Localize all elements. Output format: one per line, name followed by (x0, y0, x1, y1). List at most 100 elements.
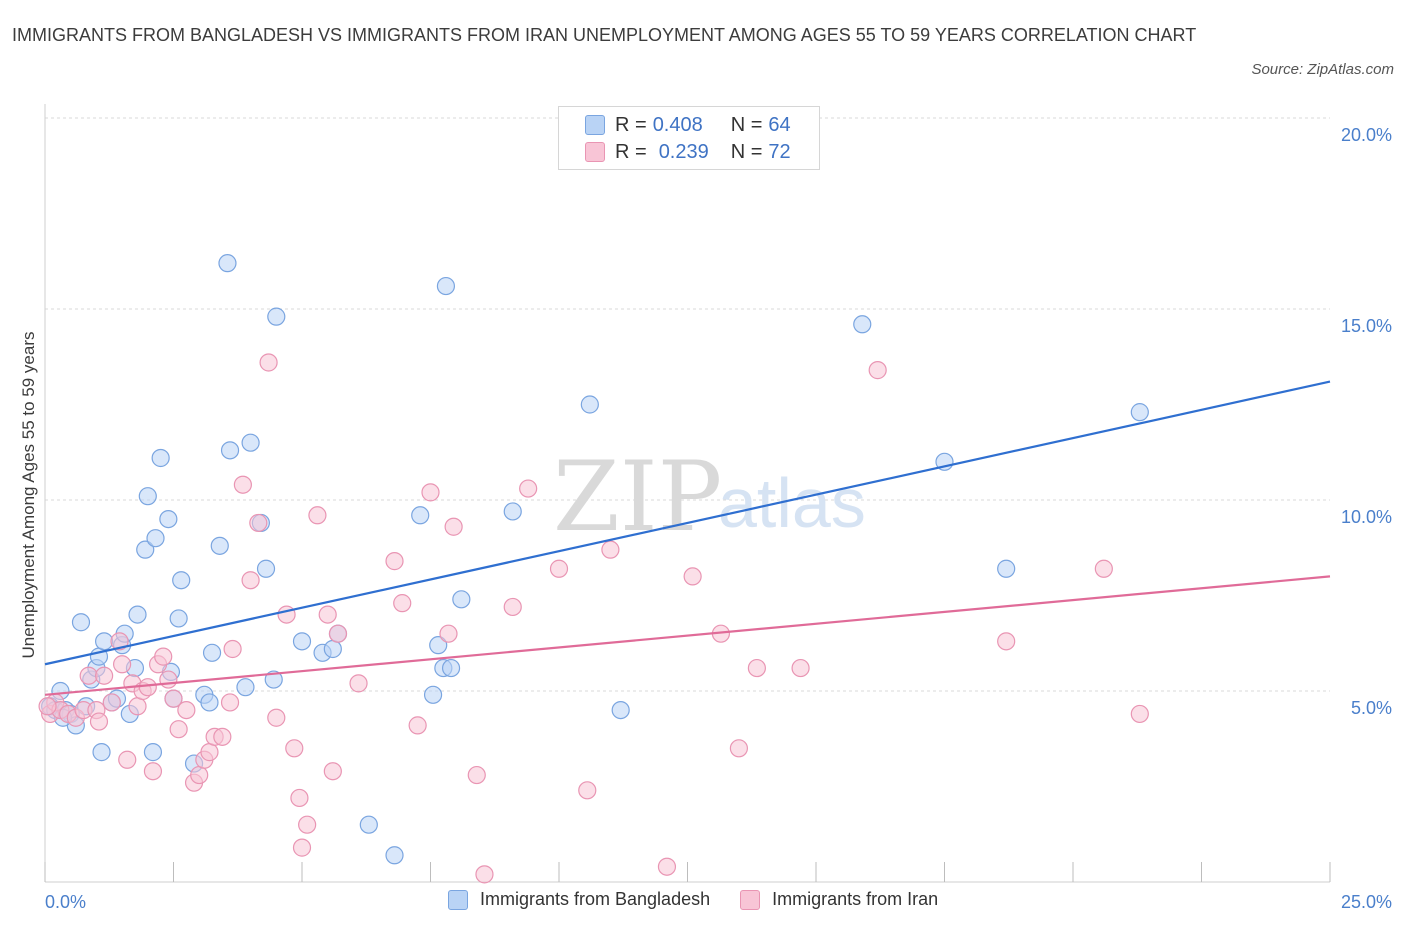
data-point (657, 857, 677, 876)
chart-source: Source: ZipAtlas.com (1251, 61, 1394, 78)
x-tick-min: 0.0% (45, 892, 86, 912)
data-point (292, 632, 312, 651)
legend-item-iran[interactable]: Immigrants from Iran (740, 889, 938, 910)
data-point (729, 739, 749, 758)
data-point (385, 552, 404, 571)
data-point (683, 567, 702, 586)
blue-swatch (585, 115, 605, 135)
data-point (110, 632, 129, 651)
data-point (136, 540, 155, 559)
data-point (79, 666, 98, 685)
r-label: R = (615, 113, 647, 136)
data-point (236, 678, 255, 697)
data-point (408, 716, 427, 735)
data-point (210, 536, 229, 555)
data-point (213, 727, 232, 746)
watermark-zip: ZIP (553, 441, 722, 553)
data-point (328, 624, 348, 643)
data-point (421, 483, 440, 502)
data-point (172, 571, 191, 590)
data-point (267, 307, 286, 326)
n-label: N = (730, 113, 763, 136)
data-point (151, 448, 170, 468)
data-point (853, 315, 872, 334)
data-point (519, 479, 538, 498)
data-point (241, 433, 260, 452)
chart-title: IMMIGRANTS FROM BANGLADESH VS IMMIGRANTS… (12, 25, 1197, 45)
data-point (200, 743, 219, 762)
x-tick-max: 25.0% (1341, 892, 1392, 912)
data-point (436, 276, 456, 296)
data-point (318, 605, 337, 624)
y-tick-label: 15.0% (1341, 316, 1392, 336)
data-point (601, 540, 620, 559)
data-point (223, 639, 242, 659)
blue-swatch (448, 889, 468, 910)
data-point (439, 624, 458, 643)
legend-label-bangladesh: Immigrants from Bangladesh (480, 889, 711, 909)
y-tick-labels: 5.0% 10.0% 15.0% 20.0% (1341, 125, 1392, 718)
series-iran-points (38, 353, 1149, 884)
data-point (277, 605, 296, 624)
data-point (220, 441, 240, 460)
data-point (323, 762, 342, 781)
n-value: 72 (768, 140, 791, 163)
y-tick-label: 5.0% (1351, 698, 1392, 718)
data-point (138, 487, 157, 506)
pink-swatch (740, 889, 761, 910)
data-point (452, 590, 471, 609)
y-axis-label: Unemployment Among Ages 55 to 59 years (19, 332, 38, 659)
data-point (503, 502, 522, 521)
data-point (868, 361, 887, 380)
data-point (177, 700, 196, 720)
trend-line (44, 380, 1331, 666)
stats-legend-row-bangladesh: R = 0.408 N = 64 (585, 112, 791, 138)
data-point (259, 353, 278, 372)
r-label: R = (615, 140, 647, 163)
data-point (997, 559, 1016, 578)
data-point (747, 658, 766, 678)
data-point (249, 513, 268, 533)
data-point (429, 636, 448, 655)
data-point (1130, 403, 1149, 422)
data-point (349, 674, 368, 693)
stats-legend-row-iran: R = 0.239 N = 72 (585, 139, 791, 165)
trend-line (44, 575, 1331, 696)
data-point (290, 788, 309, 808)
data-point (256, 559, 276, 578)
data-point (233, 475, 252, 494)
data-point (1130, 704, 1149, 724)
data-point (411, 506, 430, 525)
data-point (611, 700, 630, 720)
data-point (112, 655, 132, 674)
data-point (169, 720, 188, 739)
data-point (71, 613, 91, 632)
data-point (264, 670, 283, 689)
data-point (467, 765, 486, 785)
data-point (164, 689, 183, 708)
data-point (298, 815, 317, 834)
n-value: 64 (768, 113, 791, 136)
axes (44, 104, 1331, 883)
stats-legend: R = 0.408 N = 64 R = 0.239 N = 72 (558, 106, 820, 170)
legend-item-bangladesh[interactable]: Immigrants from Bangladesh (448, 889, 710, 910)
data-point (190, 765, 209, 785)
data-point (95, 666, 114, 685)
data-point (385, 846, 404, 865)
data-point (38, 697, 57, 716)
r-value: 0.408 (652, 113, 703, 136)
data-point (393, 594, 412, 613)
data-point (146, 529, 165, 548)
data-point (95, 632, 114, 651)
data-point (92, 743, 111, 762)
data-point (143, 762, 163, 781)
data-point (143, 743, 163, 762)
data-point (118, 750, 137, 769)
data-point (323, 639, 342, 659)
data-point (241, 571, 260, 590)
data-point (503, 597, 522, 617)
data-point (102, 693, 121, 712)
data-point (791, 658, 810, 678)
data-point (200, 693, 219, 712)
